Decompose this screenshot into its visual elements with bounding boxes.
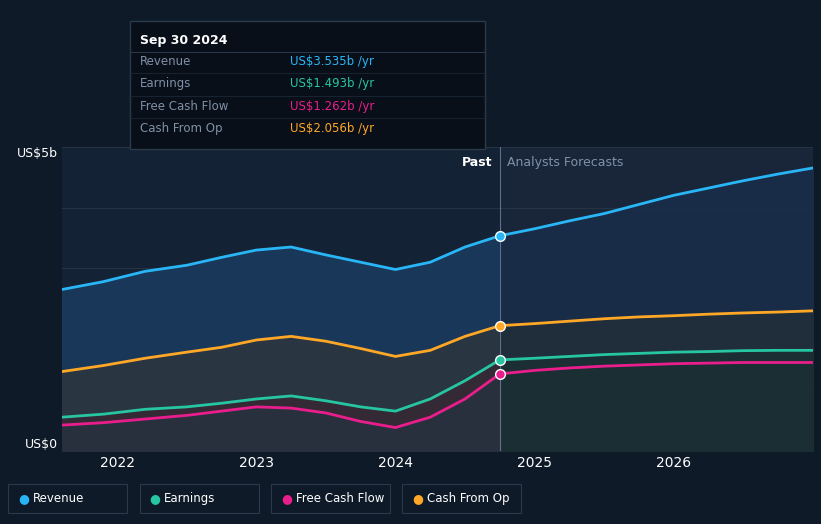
Text: Cash From Op: Cash From Op [427, 493, 509, 505]
Text: Analysts Forecasts: Analysts Forecasts [507, 156, 624, 169]
Bar [500, 147, 813, 451]
Text: US$3.535b /yr: US$3.535b /yr [290, 55, 374, 68]
Text: Cash From Op: Cash From Op [140, 123, 222, 135]
Text: US$2.056b /yr: US$2.056b /yr [290, 123, 374, 135]
Text: US$0: US$0 [25, 438, 57, 451]
Text: Earnings: Earnings [164, 493, 216, 505]
Text: Sep 30 2024: Sep 30 2024 [140, 34, 227, 47]
Text: ●: ● [412, 493, 423, 505]
Text: ●: ● [149, 493, 160, 505]
Text: Past: Past [461, 156, 493, 169]
Text: Earnings: Earnings [140, 78, 191, 91]
Text: ●: ● [18, 493, 29, 505]
Text: US$1.262b /yr: US$1.262b /yr [290, 100, 374, 113]
Bar [62, 147, 500, 451]
Text: Free Cash Flow: Free Cash Flow [296, 493, 384, 505]
Text: US$1.493b /yr: US$1.493b /yr [290, 78, 374, 91]
Text: Free Cash Flow: Free Cash Flow [140, 100, 228, 113]
Text: Revenue: Revenue [140, 55, 191, 68]
Text: Revenue: Revenue [33, 493, 85, 505]
Text: US$5b: US$5b [16, 147, 57, 160]
Text: ●: ● [281, 493, 291, 505]
